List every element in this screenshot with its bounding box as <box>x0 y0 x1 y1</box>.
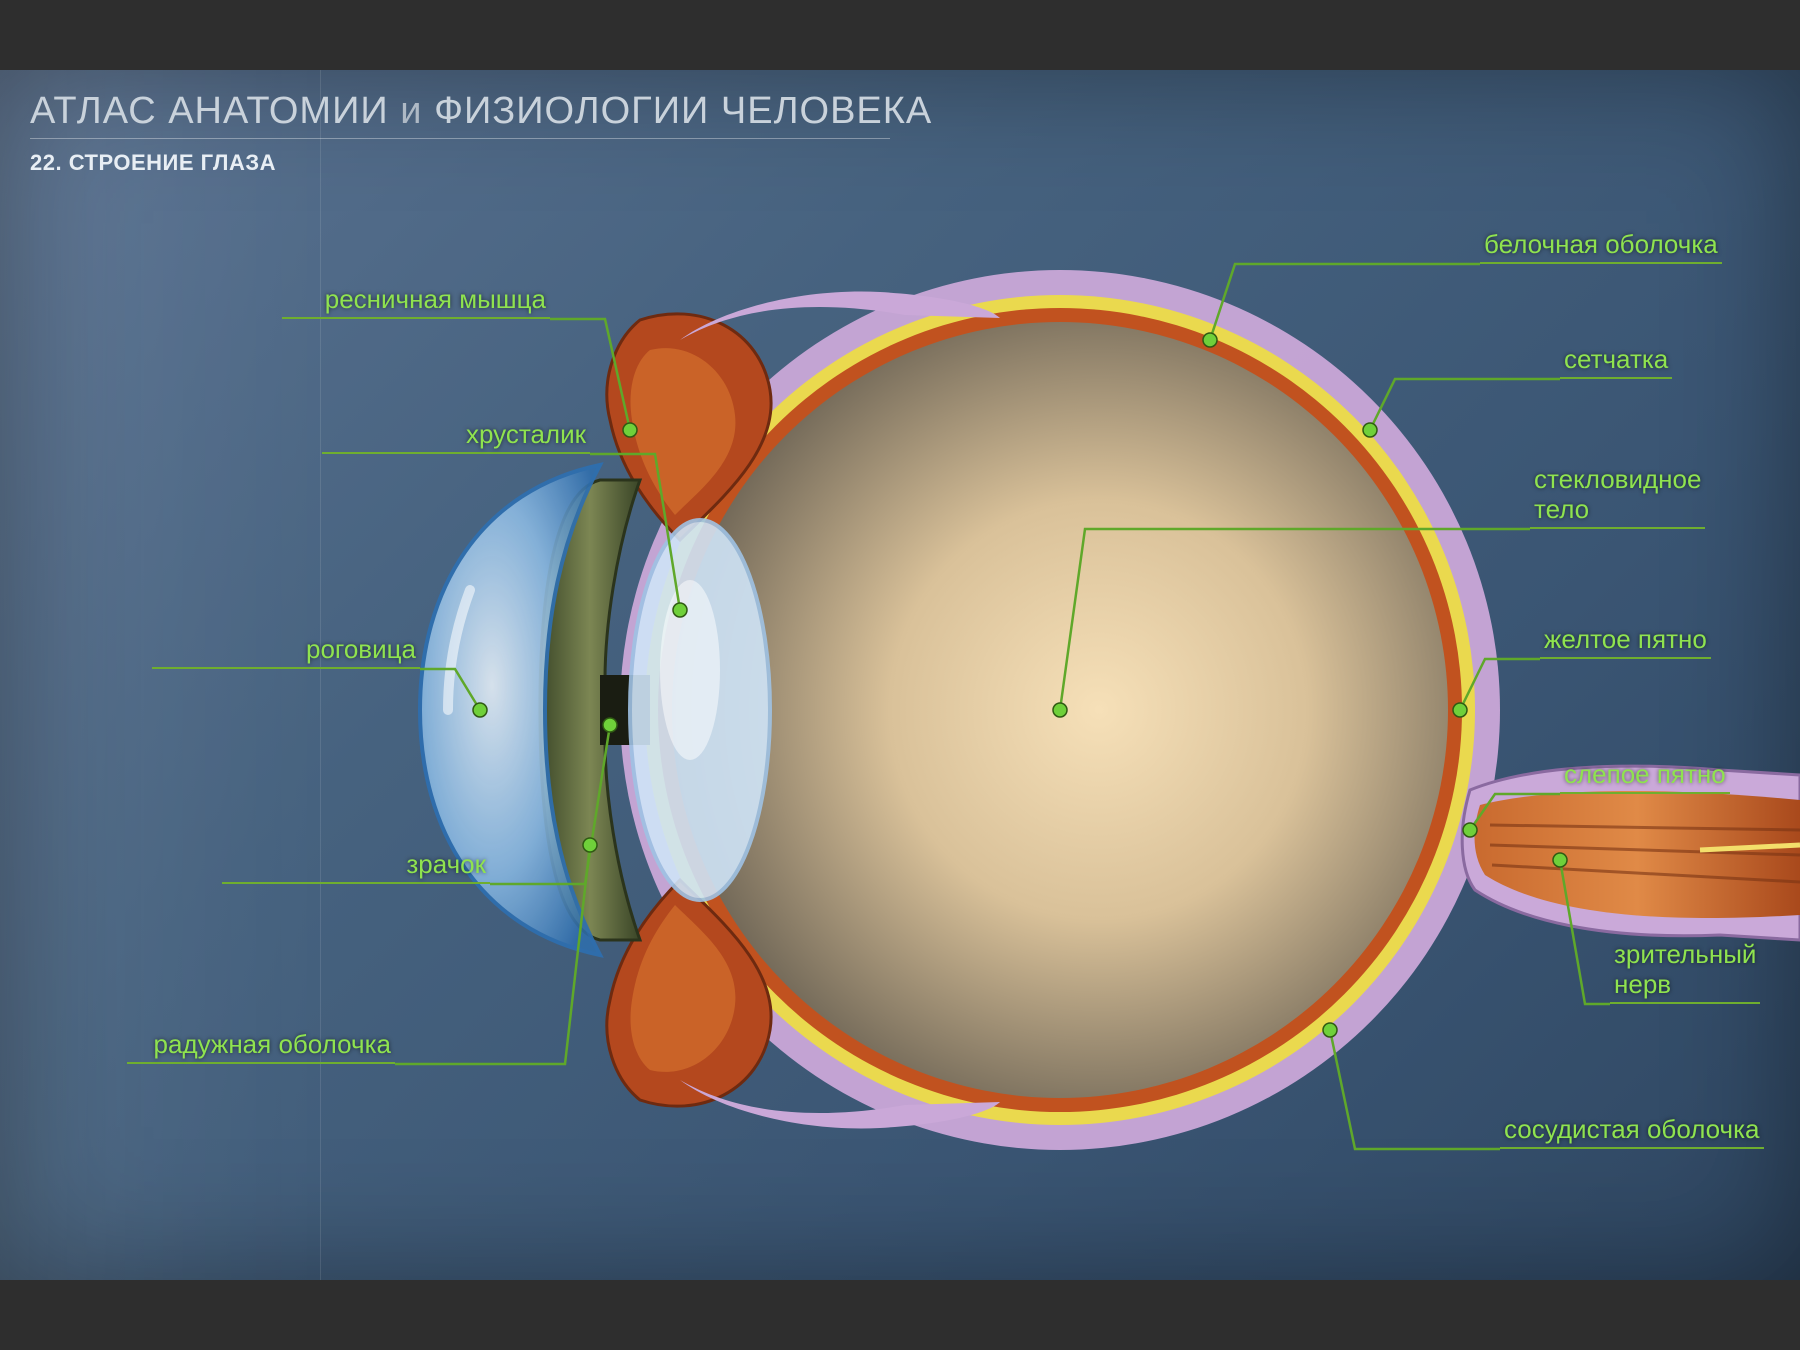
anchor-optic <box>1553 853 1567 867</box>
label-retina: сетчатка <box>1560 345 1672 379</box>
label-cornea: роговица <box>152 635 420 669</box>
anchor-blindspot <box>1463 823 1477 837</box>
label-lens: хрусталик <box>322 420 590 454</box>
anchor-macula <box>1453 703 1467 717</box>
anchor-pupil <box>603 718 617 732</box>
anchor-lens <box>673 603 687 617</box>
label-vitreous: стекловидное тело <box>1530 465 1705 529</box>
label-macula: желтое пятно <box>1540 625 1711 659</box>
leader-choroid <box>1330 1030 1500 1149</box>
anchor-choroid <box>1323 1023 1337 1037</box>
slide-stage: АТЛАС АНАТОМИИ и ФИЗИОЛОГИИ ЧЕЛОВЕКА 22.… <box>0 70 1800 1280</box>
anchor-retina <box>1363 423 1377 437</box>
label-pupil: зрачок <box>222 850 490 884</box>
label-ciliary: ресничная мышца <box>282 285 550 319</box>
label-choroid: сосудистая оболочка <box>1500 1115 1764 1149</box>
anchor-iris <box>583 838 597 852</box>
anchor-ciliary <box>623 423 637 437</box>
label-blindspot: слепое пятно <box>1560 760 1730 794</box>
label-iris: радужная оболочка <box>127 1030 395 1064</box>
anchor-sclera <box>1203 333 1217 347</box>
label-optic: зрительный нерв <box>1610 940 1760 1004</box>
anchor-cornea <box>473 703 487 717</box>
leader-retina <box>1370 379 1560 430</box>
label-sclera: белочная оболочка <box>1480 230 1722 264</box>
anchor-vitreous <box>1053 703 1067 717</box>
